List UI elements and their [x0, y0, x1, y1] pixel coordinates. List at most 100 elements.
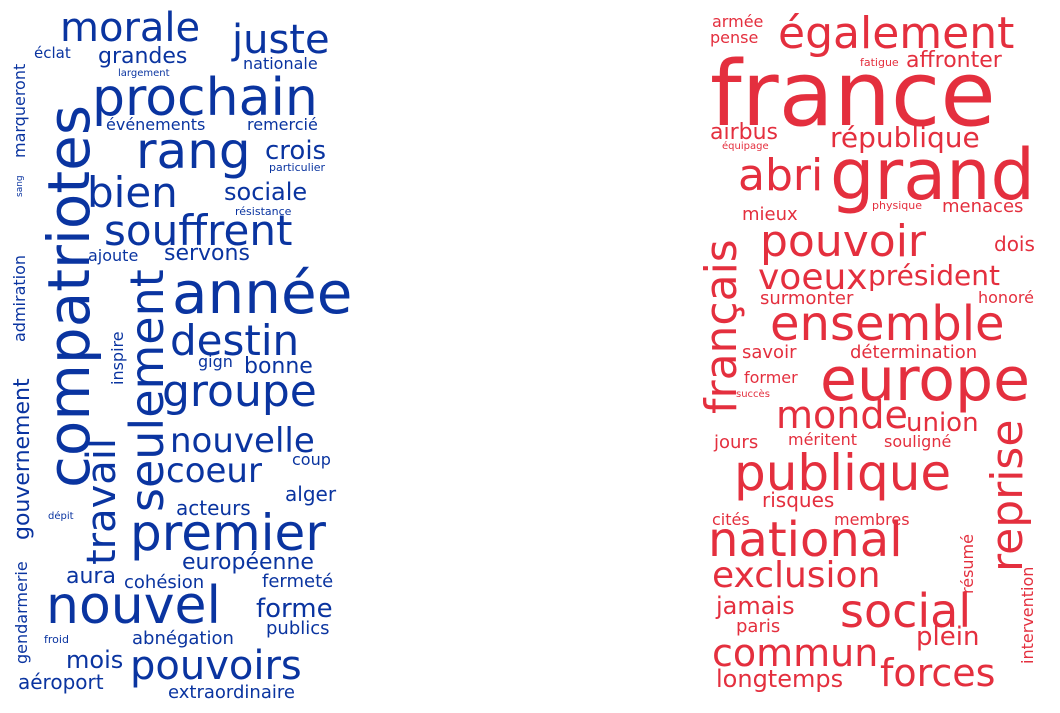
word-reprise: reprise [982, 419, 1033, 572]
word-abri: abri [738, 150, 824, 201]
word-airbus: airbus [710, 120, 779, 145]
word-rang: rang [136, 122, 251, 180]
word-determination: détermination [850, 342, 978, 363]
word-membres: membres [834, 510, 910, 529]
word-republique: république [830, 121, 980, 154]
word-fatigue: fatigue [860, 56, 899, 69]
word-armee: armée [712, 12, 764, 31]
word-acteurs: acteurs [176, 496, 251, 520]
word-dois: dois [994, 232, 1035, 256]
word-fermete: fermeté [262, 571, 334, 592]
word-froid: froid [44, 633, 69, 646]
word-surmonter: surmonter [760, 288, 854, 309]
word-aura: aura [66, 564, 116, 589]
word-plein: plein [916, 622, 980, 652]
word-france: france [710, 42, 996, 147]
word-coeur: coeur [166, 451, 262, 491]
word-pouvoirs: pouvoirs [130, 643, 302, 689]
blue-word-cloud: morale juste grandes nationale éclat lar… [0, 0, 380, 713]
word-longtemps: longtemps [716, 665, 844, 693]
word-marqueront: marqueront [10, 63, 29, 158]
word-inspire: inspire [108, 331, 127, 385]
word-president: président [868, 259, 1000, 292]
word-travail: travail [79, 437, 125, 565]
word-annee: année [172, 259, 353, 327]
word-nouvel: nouvel [46, 576, 221, 636]
word-forces: forces [880, 651, 996, 695]
word-europeenne: européenne [182, 550, 314, 575]
word-souffrent: souffrent [104, 206, 293, 255]
word-union: union [906, 408, 979, 438]
word-physique: physique [872, 199, 922, 212]
word-affronter: affronter [906, 48, 1002, 73]
word-eclat: éclat [34, 44, 71, 62]
word-publique: publique [734, 444, 952, 502]
word-admiration: admiration [10, 254, 29, 342]
word-depit: dépit [48, 511, 74, 522]
word-particulier: particulier [269, 161, 326, 174]
word-alger: alger [285, 482, 337, 506]
word-national: national [708, 512, 903, 568]
word-exclusion: exclusion [712, 555, 881, 596]
word-nationale: nationale [243, 54, 318, 73]
word-intervention: intervention [1018, 566, 1037, 664]
word-monde: monde [776, 393, 908, 437]
word-succes: succès [736, 389, 770, 400]
word-extraordinaire: extraordinaire [168, 682, 295, 703]
word-mois: mois [66, 646, 124, 674]
word-former: former [744, 368, 798, 387]
word-sociale: sociale [224, 178, 308, 206]
word-aeroport: aéroport [18, 670, 104, 694]
word-pouvoir: pouvoir [760, 216, 927, 267]
red-word-cloud: armée pense également france fatigue aff… [690, 0, 1060, 713]
word-pense: pense [710, 28, 759, 47]
word-mieux: mieux [742, 204, 798, 225]
word-resistance: résistance [235, 205, 292, 218]
word-jours: jours [714, 432, 759, 453]
word-paris: paris [736, 616, 781, 637]
word-egalement: également [778, 8, 1015, 59]
word-groupe: groupe [162, 366, 317, 417]
word-meritent: méritent [788, 430, 857, 449]
word-risques: risques [762, 488, 835, 512]
word-destin: destin [170, 316, 300, 365]
word-voeux: voeux [758, 257, 868, 298]
word-social: social [840, 584, 972, 638]
word-remercie: remercié [247, 115, 318, 134]
word-savoir: savoir [742, 342, 797, 363]
word-nouvelle: nouvelle [170, 421, 315, 461]
word-gouvernement: gouvernement [10, 378, 35, 540]
word-abnegation: abnégation [132, 628, 234, 649]
word-grandes: grandes [98, 44, 188, 69]
word-souligne: souligné [884, 432, 952, 451]
word-cohesion: cohésion [124, 572, 205, 593]
word-compatriotes: compatriotes [35, 104, 103, 488]
word-premier: premier [130, 504, 326, 562]
word-forme: forme [256, 594, 333, 624]
word-bien: bien [87, 168, 178, 217]
word-publics: publics [266, 618, 330, 639]
word-ensemble: ensemble [770, 296, 1005, 352]
word-morale: morale [60, 5, 201, 51]
word-cites: cités [712, 510, 750, 529]
word-ajoute: ajoute [88, 246, 139, 265]
word-gign: gign [198, 352, 233, 371]
word-evenements: événements [106, 115, 206, 134]
word-honore: honoré [978, 288, 1034, 307]
word-francais: français [696, 239, 747, 414]
word-crois: crois [265, 136, 327, 166]
word-europe: europe [820, 345, 1030, 415]
word-gendarmerie: gendarmerie [12, 561, 31, 664]
word-equipage: équipage [722, 141, 769, 152]
word-coup: coup [292, 450, 331, 469]
word-jamais: jamais [716, 592, 795, 620]
word-juste: juste [232, 17, 330, 63]
word-prochain: prochain [92, 68, 318, 128]
word-largement: largement [118, 68, 170, 79]
word-servons: servons [164, 241, 250, 266]
word-menaces: menaces [942, 196, 1024, 217]
word-grand: grand [830, 134, 1035, 216]
word-commun: commun [712, 631, 879, 675]
word-sang: sang [15, 175, 25, 197]
word-bonne: bonne [244, 354, 313, 379]
